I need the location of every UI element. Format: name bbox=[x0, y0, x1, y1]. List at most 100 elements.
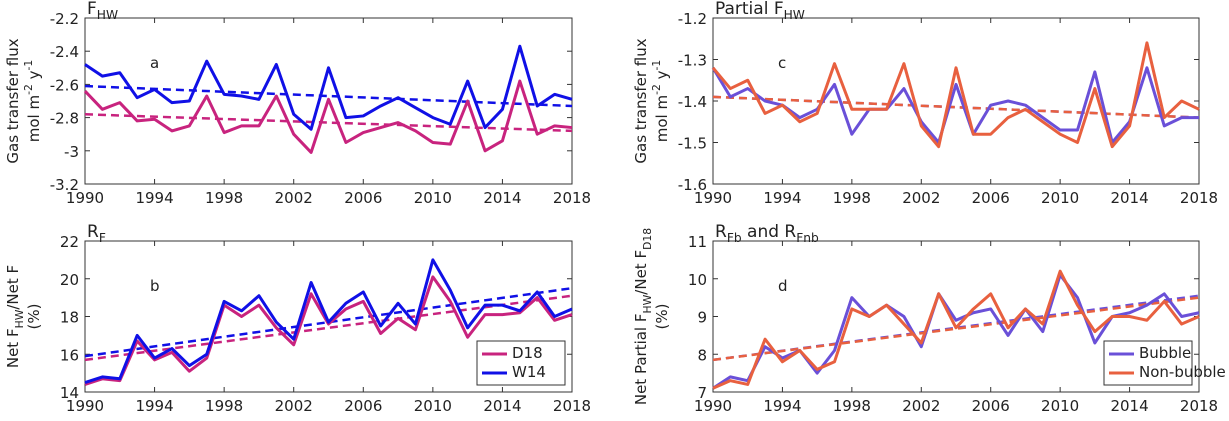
series-line bbox=[711, 66, 1199, 144]
text-segment: R bbox=[715, 222, 727, 242]
y-tick-label: -1.6 bbox=[678, 176, 707, 194]
y-tick-label: 14 bbox=[60, 384, 79, 402]
legend-label: Bubble bbox=[1139, 344, 1191, 362]
y-tick-label: 7 bbox=[697, 384, 707, 402]
y-tick-label: -1.5 bbox=[678, 135, 707, 153]
text-segment: Fnb bbox=[796, 231, 819, 245]
text-segment: HW bbox=[13, 309, 26, 328]
x-tick-label: 1990 bbox=[66, 397, 104, 415]
x-tick-label: 2010 bbox=[414, 397, 452, 415]
panel-letter: d bbox=[778, 277, 788, 295]
x-tick-label: 1990 bbox=[694, 189, 732, 207]
text-segment: HW bbox=[641, 294, 654, 313]
y-tick-label: -3.2 bbox=[50, 176, 79, 194]
x-tick-label: 2006 bbox=[344, 189, 382, 207]
y-tick-label: 22 bbox=[60, 233, 79, 251]
text-segment: (%) bbox=[25, 304, 43, 330]
legend-label: D18 bbox=[512, 344, 543, 362]
text-segment: F bbox=[99, 231, 106, 245]
series-line bbox=[84, 275, 573, 386]
y-axis-label: Net FHW/Net F bbox=[4, 265, 26, 368]
text-segment: -1 bbox=[22, 60, 35, 71]
panel-letter: c bbox=[778, 54, 786, 72]
x-tick-label: 2014 bbox=[1110, 397, 1148, 415]
y-axis-label: Gas transfer flux bbox=[4, 38, 22, 163]
text-segment: /Net F bbox=[4, 265, 22, 310]
text-segment: -2 bbox=[650, 84, 663, 95]
x-tick-label: 1998 bbox=[205, 397, 243, 415]
x-tick-label: 1990 bbox=[66, 189, 104, 207]
y-axis-label: mol m-2 y-1 bbox=[22, 60, 43, 143]
y-tick-label: -2.4 bbox=[50, 43, 79, 61]
series-line bbox=[84, 258, 573, 384]
text-segment: HW bbox=[97, 8, 118, 22]
trend-line bbox=[84, 286, 573, 358]
text-segment: Fb bbox=[727, 231, 742, 245]
text-segment: Net Partial F bbox=[632, 314, 650, 406]
text-segment: -1 bbox=[650, 60, 663, 71]
panel-title: RFb and RFnb bbox=[715, 222, 819, 245]
x-tick-label: 1994 bbox=[763, 397, 801, 415]
y-axis-label: Gas transfer flux bbox=[632, 38, 650, 163]
x-tick-label: 1998 bbox=[833, 189, 871, 207]
x-tick-label: 2010 bbox=[1041, 189, 1079, 207]
trend-line bbox=[84, 84, 573, 108]
x-tick-label: 2002 bbox=[902, 189, 940, 207]
y-tick-label: -3 bbox=[64, 143, 79, 161]
y-tick-label: 18 bbox=[60, 309, 79, 327]
legend-label: Non-bubble bbox=[1139, 363, 1226, 381]
x-tick-label: 1990 bbox=[694, 397, 732, 415]
text-segment: HW bbox=[784, 8, 805, 22]
y-axis-label: (%) bbox=[25, 304, 43, 330]
x-tick-label: 2010 bbox=[414, 189, 452, 207]
text-segment: Gas transfer flux bbox=[632, 38, 650, 163]
x-tick-label: 2006 bbox=[972, 189, 1010, 207]
legend-box bbox=[1103, 340, 1193, 386]
x-tick-label: 2006 bbox=[344, 397, 382, 415]
y-tick-label: -2.2 bbox=[50, 10, 79, 28]
x-tick-label: 1998 bbox=[205, 189, 243, 207]
x-tick-label: 2014 bbox=[483, 397, 521, 415]
plot-area bbox=[712, 17, 1200, 185]
text-segment: Partial F bbox=[715, 0, 784, 19]
y-tick-label: 10 bbox=[688, 271, 707, 289]
y-tick-label: 11 bbox=[688, 233, 707, 251]
panel-title: Partial FHW bbox=[715, 0, 805, 22]
y-axis-label: mol m-2 y-1 bbox=[650, 60, 671, 143]
text-segment: F bbox=[87, 0, 97, 19]
y-tick-label: -2.8 bbox=[50, 110, 79, 128]
legend-label: W14 bbox=[512, 363, 546, 381]
series-line bbox=[83, 79, 573, 154]
y-tick-label: 16 bbox=[60, 346, 79, 364]
y-tick-label: 8 bbox=[697, 346, 707, 364]
x-tick-label: 2018 bbox=[553, 397, 591, 415]
x-tick-label: 2002 bbox=[275, 189, 313, 207]
text-segment: y bbox=[653, 70, 671, 84]
x-tick-label: 2018 bbox=[553, 189, 591, 207]
trend-line bbox=[84, 113, 573, 133]
x-tick-label: 2002 bbox=[902, 397, 940, 415]
x-tick-label: 1994 bbox=[135, 397, 173, 415]
series-line bbox=[712, 269, 1200, 390]
panel-letter: b bbox=[150, 277, 160, 295]
text-segment: mol m bbox=[25, 95, 43, 142]
text-segment: -2 bbox=[22, 84, 35, 95]
x-tick-label: 2010 bbox=[1041, 397, 1079, 415]
y-tick-label: -1.4 bbox=[678, 93, 707, 111]
text-segment: mol m bbox=[653, 95, 671, 142]
y-tick-label: 20 bbox=[60, 271, 79, 289]
series-line bbox=[84, 44, 573, 131]
panel-title: FHW bbox=[87, 0, 118, 22]
x-tick-label: 1998 bbox=[833, 397, 871, 415]
legend-box bbox=[476, 340, 566, 386]
x-tick-label: 1994 bbox=[763, 189, 801, 207]
x-tick-label: 1994 bbox=[135, 189, 173, 207]
text-segment: Net F bbox=[4, 328, 22, 368]
series-line bbox=[711, 41, 1200, 149]
panel-letter: a bbox=[150, 54, 159, 72]
trend-line bbox=[712, 296, 1200, 362]
text-segment: /Net F bbox=[632, 250, 650, 295]
x-tick-label: 2014 bbox=[483, 189, 521, 207]
y-tick-label: -2.6 bbox=[50, 76, 79, 94]
